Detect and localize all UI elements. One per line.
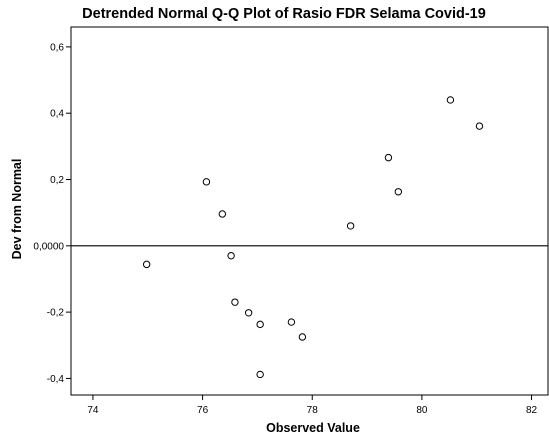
data-point	[298, 333, 307, 341]
data-point	[256, 320, 264, 329]
data-point	[475, 122, 484, 130]
data-point	[256, 370, 264, 379]
y-tick-label: 0,0000	[33, 241, 64, 252]
data-point	[287, 318, 296, 326]
y-tick-label: 0,4	[50, 109, 64, 120]
y-tick-label: 0,2	[50, 175, 64, 186]
x-tick-label: 74	[87, 405, 99, 416]
data-points	[142, 96, 484, 379]
y-axis-label: Dev from Normal	[10, 159, 24, 260]
data-point	[346, 222, 355, 230]
plot-frame	[70, 26, 549, 396]
x-tick-label: 80	[416, 405, 428, 416]
x-axis-label: Observed Value	[266, 421, 360, 435]
chart-title: Detrended Normal Q-Q Plot of Rasio FDR S…	[82, 6, 486, 22]
data-point	[446, 96, 455, 104]
data-point	[202, 178, 211, 186]
x-tick-label: 82	[526, 405, 538, 416]
plot-area	[70, 26, 549, 396]
data-point	[142, 260, 151, 269]
x-tick-label: 76	[197, 405, 209, 416]
data-point	[394, 188, 403, 196]
y-axis: -0,4 -0,2 0,0000 0,2 0,4 0,6	[33, 42, 71, 385]
y-tick-label: 0,6	[50, 42, 64, 53]
data-point	[384, 153, 393, 162]
x-axis: 74 76 78 80 82	[87, 395, 538, 416]
data-point	[231, 298, 239, 306]
data-point	[227, 252, 235, 260]
x-tick-label: 78	[307, 405, 319, 416]
data-point	[244, 309, 253, 317]
y-tick-label: -0,2	[47, 308, 65, 319]
y-tick-label: -0,4	[47, 374, 65, 385]
data-point	[218, 210, 227, 218]
